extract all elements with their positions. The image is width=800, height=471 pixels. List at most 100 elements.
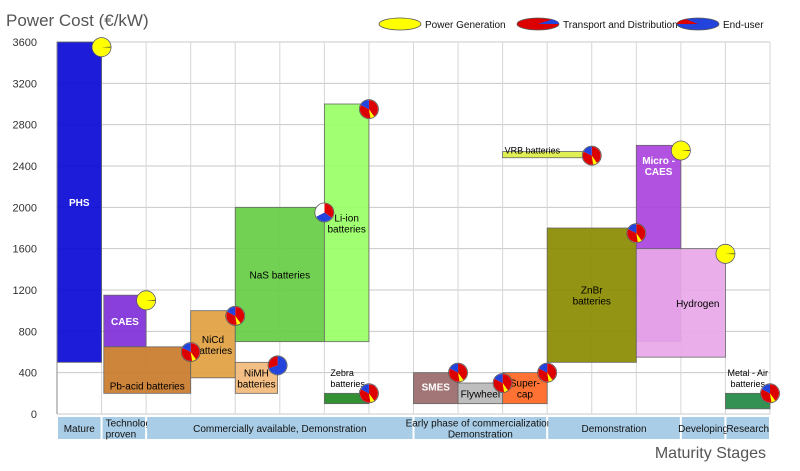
stage-label: Demonstration xyxy=(448,430,513,441)
bar-label-li-ion-batteries: Li-ion xyxy=(334,213,358,224)
pie-slice-transport xyxy=(226,306,245,325)
pie-slice-other xyxy=(315,203,325,217)
bar-label-li-ion-batteries: batteries xyxy=(327,224,365,235)
pie-slice-enduser xyxy=(539,363,548,373)
bar-label-metal-air-batteries: Metal - Air xyxy=(727,368,768,378)
pie-marker-caes xyxy=(136,290,157,311)
bar-label-vrb-batteries: VRB batteries xyxy=(505,146,561,156)
bar-label-pb-acid-batteries: Pb-acid batteries xyxy=(110,381,185,392)
pie-layer xyxy=(91,37,780,404)
pie-marker-phs xyxy=(91,37,112,58)
bar-label-flywheel: Flywheel xyxy=(461,389,500,400)
pie-slice-transport xyxy=(359,384,378,403)
pie-marker-metal-air-batteries xyxy=(760,383,780,404)
y-tick-label: 3200 xyxy=(13,78,37,90)
stage-research: Research xyxy=(726,417,769,439)
stage-label: Mature xyxy=(64,424,96,435)
pie-marker-micro-caes xyxy=(670,140,691,161)
bar-label-zebra-batteries: Zebra xyxy=(330,368,354,378)
stage-box xyxy=(548,417,680,439)
stage-label: Early phase of commercialization, xyxy=(406,419,556,430)
pie-slice-power xyxy=(636,233,642,243)
stage-box xyxy=(681,417,725,439)
pie-slice-transport xyxy=(324,203,334,218)
pie-slice-edge xyxy=(680,150,690,151)
y-tick-label: 2800 xyxy=(13,120,37,132)
bar-label-metal-air-batteries: batteries xyxy=(730,379,765,389)
pie-slice-power xyxy=(235,315,241,325)
x-axis-label: Maturity Stages xyxy=(655,445,766,462)
bar-label-super-cap: cap xyxy=(517,390,534,401)
legend-swatch xyxy=(378,17,422,31)
pie-slice-enduser xyxy=(360,384,369,394)
stage-early-phase-of-commercialization-demonstration: Early phase of commercialization,Demonst… xyxy=(406,417,556,441)
pie-slice-power xyxy=(547,372,553,382)
pie-slice-power xyxy=(770,393,776,403)
y-tick-label: 0 xyxy=(31,409,37,421)
bar-label-micro-caes: CAES xyxy=(645,167,673,178)
y-tick-label: 2400 xyxy=(13,161,37,173)
pie-slice-enduser xyxy=(360,100,369,110)
pie-slice-power xyxy=(190,352,196,361)
stage-label: Research xyxy=(726,424,769,435)
bar-label-super-cap: Super- xyxy=(510,379,540,390)
bar-hydrogen xyxy=(635,248,726,358)
pie-marker-vrb-batteries xyxy=(581,145,602,166)
stage-box xyxy=(102,417,146,439)
pie-slice-power xyxy=(502,383,508,392)
bar-label-micro-caes: Micro - xyxy=(642,156,675,167)
bar-label-nicd-batteries: batteries xyxy=(194,346,232,357)
pie-slice-enduser xyxy=(628,224,637,234)
y-tick-label: 1200 xyxy=(13,285,37,297)
bar-label-phs: PHS xyxy=(69,198,90,209)
pie-slice-power xyxy=(458,372,464,382)
bar-layer xyxy=(56,41,771,410)
bar-label-znbr-batteries: ZnBr xyxy=(581,286,603,297)
bar-label-nimh-batteries: NiMH xyxy=(244,368,269,379)
pie-marker-li-ion-batteries xyxy=(359,99,379,120)
bar-label-hydrogen: Hydrogen xyxy=(676,299,719,310)
pie-slice-power xyxy=(368,393,375,403)
y-tick-label: 800 xyxy=(19,326,37,338)
y-tick-label: 400 xyxy=(19,368,37,380)
pie-marker-nas-batteries xyxy=(314,202,335,223)
legend-label: Power Generation xyxy=(425,20,506,31)
pie-marker-smes xyxy=(448,362,468,383)
pie-marker-flywheel xyxy=(492,373,513,393)
pie-marker-nimh-batteries xyxy=(267,355,288,376)
legend-swatch-accent xyxy=(538,19,560,24)
legend-item-power-generation: Power Generation xyxy=(378,17,506,31)
axis-layer: 0 400 800 1200 1600 2000 2400 2800 3200 3600 xyxy=(13,37,58,421)
stage-box xyxy=(414,417,547,439)
legend-swatch-accent xyxy=(677,19,698,24)
bar-label-zebra-batteries: batteries xyxy=(330,379,365,389)
pie-slice-power xyxy=(591,155,598,165)
pie-slice-transport xyxy=(538,363,557,382)
bar-znbr-batteries xyxy=(546,227,637,363)
chart-title: Power Cost (€/kW) xyxy=(6,11,149,30)
stage-box xyxy=(147,417,413,439)
pie-slice-enduser xyxy=(494,374,503,383)
stage-box xyxy=(58,417,101,439)
pie-slice-edge xyxy=(146,299,156,301)
bar-nas-batteries xyxy=(234,206,325,343)
stage-demonstration: Demonstration xyxy=(548,417,680,439)
bar-phs xyxy=(56,41,102,363)
pie-slice-edge xyxy=(725,253,735,255)
pie-slice-power xyxy=(368,109,375,119)
y-tick-label: 3600 xyxy=(13,37,37,49)
bar-label-nicd-batteries: NiCd xyxy=(202,335,224,346)
pie-slice-enduser xyxy=(227,306,236,316)
pie-slice-enduser xyxy=(583,146,592,156)
bar-label-nimh-batteries: batteries xyxy=(237,379,275,390)
pie-slice-transport xyxy=(760,384,779,403)
bar-label-smes: SMES xyxy=(422,383,451,394)
pie-marker-zebra-batteries xyxy=(359,383,379,404)
stage-label: Developing xyxy=(678,424,728,435)
pie-marker-znbr-batteries xyxy=(626,223,647,244)
